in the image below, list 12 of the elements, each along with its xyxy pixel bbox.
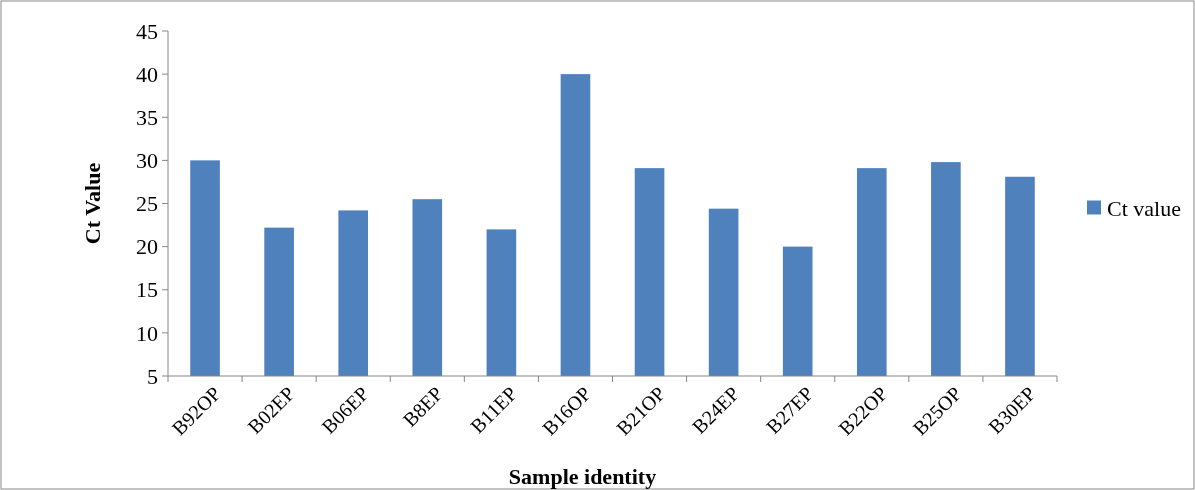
y-tick-label: 30 [136, 148, 158, 174]
y-tick-label: 5 [147, 363, 158, 389]
y-tick-label: 15 [136, 277, 158, 303]
y-tick-label: 45 [136, 18, 158, 44]
y-tick-label: 10 [136, 320, 158, 346]
y-tick-label: 25 [136, 191, 158, 217]
x-axis-title: Sample identity [508, 464, 657, 489]
y-tick-label: 35 [136, 104, 158, 130]
y-axis-title: Ct Value [80, 162, 105, 245]
legend-label: Ct value [1107, 196, 1181, 222]
y-tick-label: 20 [136, 234, 158, 260]
y-tick-label: 40 [136, 61, 158, 87]
